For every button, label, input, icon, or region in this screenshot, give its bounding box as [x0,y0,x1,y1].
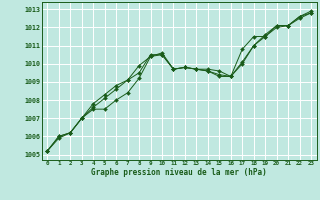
X-axis label: Graphe pression niveau de la mer (hPa): Graphe pression niveau de la mer (hPa) [91,168,267,177]
